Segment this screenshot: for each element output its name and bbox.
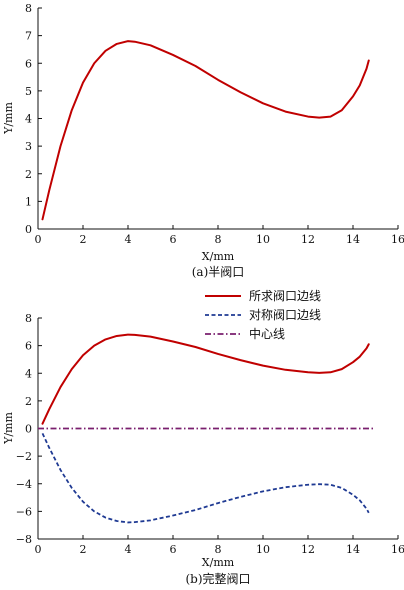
legend-label: 对称阀口边线: [249, 308, 321, 322]
x-tick-label: 2: [80, 233, 87, 246]
series-line-2: [41, 432, 370, 524]
legend-label: 所求阀口边线: [249, 289, 321, 303]
x-tick-label: 10: [256, 233, 270, 246]
x-tick-label: 16: [391, 543, 404, 556]
y-tick-label: 6: [25, 57, 32, 70]
x-tick-label: 16: [391, 233, 404, 246]
y-tick-label: −2: [16, 450, 32, 463]
x-tick-label: 8: [215, 543, 222, 556]
y-tick-label: 4: [25, 367, 32, 380]
y-tick-label: 2: [25, 168, 32, 181]
y-axis-label: Y/mm: [2, 102, 15, 135]
y-tick-label: 0: [25, 223, 32, 236]
x-axis-label: X/mm: [202, 250, 235, 263]
x-tick-label: 2: [80, 543, 87, 556]
y-tick-label: −4: [16, 478, 32, 491]
legend-label: 中心线: [249, 326, 285, 341]
y-axis-label: Y/mm: [2, 412, 15, 445]
y-tick-label: −8: [16, 533, 32, 546]
x-axis-label: X/mm: [202, 556, 235, 569]
series-line-1: [41, 40, 370, 221]
x-tick-label: 12: [301, 233, 315, 246]
y-tick-label: −6: [16, 505, 32, 518]
y-tick-label: 3: [25, 140, 32, 153]
x-tick-label: 14: [346, 543, 360, 556]
chart-caption: (b)完整阀口: [185, 571, 250, 586]
x-tick-label: 0: [35, 233, 42, 246]
x-tick-label: 0: [35, 543, 42, 556]
y-tick-label: 7: [25, 30, 32, 43]
x-tick-label: 12: [301, 543, 315, 556]
chart-panel-2: 0 2 4 6 8 10 12 14 16−8−6−4−202468X/mmY/mm(b)完整阀…: [2, 289, 404, 586]
x-tick-label: 6: [170, 233, 177, 246]
x-tick-label: 4: [125, 543, 132, 556]
y-tick-label: 0: [25, 423, 32, 436]
x-tick-label: 4: [125, 233, 132, 246]
y-tick-label: 6: [25, 340, 32, 353]
y-tick-label: 1: [25, 195, 32, 208]
x-tick-label: 6: [170, 543, 177, 556]
chart-caption: (a)半阀口: [192, 265, 245, 279]
y-tick-label: 4: [25, 113, 32, 126]
x-tick-label: 14: [346, 233, 360, 246]
y-tick-label: 8: [25, 2, 32, 15]
x-tick-label: 10: [256, 543, 270, 556]
x-tick-label: 8: [215, 233, 222, 246]
y-tick-label: 2: [25, 395, 32, 408]
y-tick-label: 5: [25, 85, 32, 98]
series-line-1: [41, 333, 370, 425]
y-tick-label: 8: [25, 312, 32, 325]
